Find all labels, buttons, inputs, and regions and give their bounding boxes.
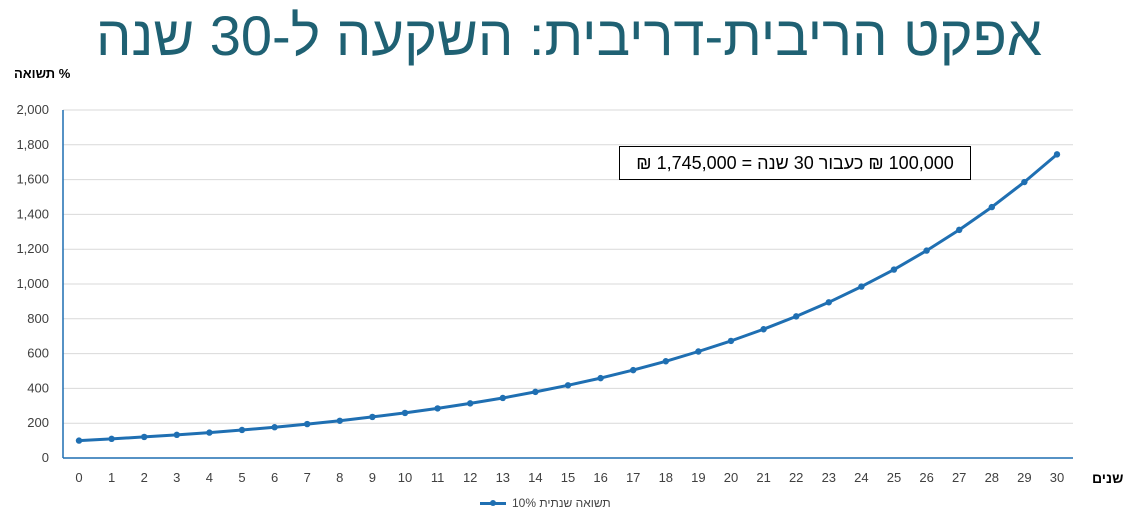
data-point (825, 299, 832, 306)
data-point (369, 413, 376, 421)
x-tick-label: 16 (593, 470, 607, 485)
y-tick-label: 800 (27, 311, 49, 326)
y-tick-label: 600 (27, 346, 49, 361)
x-tick-label: 18 (659, 470, 673, 485)
page-title: אפקט הריבית-דריבית: השקעה ל-30 שנה (95, 4, 1043, 67)
x-tick-label: 25 (887, 470, 901, 485)
data-point (858, 283, 865, 290)
y-tick-label: 1,200 (16, 241, 49, 256)
x-tick-label: 24 (854, 470, 868, 485)
data-point (75, 437, 83, 444)
legend-label: תשואה שנתית 10% (512, 496, 611, 510)
x-tick-label: 23 (822, 470, 836, 485)
data-point (923, 247, 930, 254)
data-point (467, 400, 474, 407)
data-point (271, 424, 278, 431)
data-point (304, 420, 311, 428)
x-tick-label: 11 (431, 470, 445, 485)
data-point (662, 358, 669, 365)
y-tick-label: 1,400 (16, 206, 49, 221)
data-point (499, 394, 506, 402)
data-point (1053, 151, 1061, 158)
x-tick-label: 1 (108, 470, 115, 485)
y-tick-label: 1,600 (16, 172, 49, 187)
x-tick-label: 19 (691, 470, 705, 485)
y-tick-label: 1,000 (16, 276, 49, 291)
y-tick-label: 200 (27, 415, 49, 430)
data-point (434, 405, 441, 412)
x-tick-label: 14 (528, 470, 542, 485)
x-tick-label: 26 (919, 470, 933, 485)
data-point (564, 382, 572, 389)
data-point (401, 409, 409, 417)
y-tick-label: 400 (27, 380, 49, 395)
data-point (890, 266, 898, 273)
data-point (956, 226, 963, 234)
x-tick-label: 17 (626, 470, 640, 485)
data-point (206, 429, 213, 436)
data-point (695, 348, 702, 355)
y-tick-label: 2,000 (16, 102, 49, 117)
x-tick-label: 3 (173, 470, 180, 485)
x-tick-label: 5 (238, 470, 245, 485)
legend: תשואה שנתית 10% (480, 496, 611, 510)
data-point (108, 435, 115, 443)
data-point (532, 388, 539, 396)
x-tick-label: 21 (756, 470, 770, 485)
x-tick-label: 7 (304, 470, 311, 485)
data-point (173, 431, 180, 439)
x-tick-label: 13 (496, 470, 510, 485)
x-tick-label: 15 (561, 470, 575, 485)
x-tick-label: 0 (75, 470, 82, 485)
data-point (727, 337, 735, 345)
x-axis-label: שנים (1092, 470, 1124, 486)
x-tick-label: 30 (1050, 470, 1064, 485)
x-tick-label: 4 (206, 470, 213, 485)
data-point (760, 326, 767, 333)
x-tick-label: 28 (985, 470, 999, 485)
x-tick-label: 12 (463, 470, 477, 485)
series-line (78, 153, 1058, 443)
y-tick-label: 1,800 (16, 137, 49, 152)
result-annotation: 100,000 ₪ כעבור 30 שנה = 1,745,000 ₪ (619, 146, 971, 180)
data-point (793, 313, 800, 320)
x-tick-label: 27 (952, 470, 966, 485)
data-point (336, 417, 343, 424)
legend-line-marker-icon (480, 497, 506, 509)
data-point (988, 203, 995, 211)
x-tick-label: 20 (724, 470, 738, 485)
data-point (597, 374, 604, 382)
data-point (238, 426, 246, 434)
y-axis-label: % תשואה (14, 66, 71, 81)
x-tick-label: 22 (789, 470, 803, 485)
y-tick-label: 0 (42, 450, 49, 465)
x-tick-label: 8 (336, 470, 343, 485)
data-point (141, 433, 148, 441)
x-tick-label: 10 (398, 470, 412, 485)
x-tick-label: 9 (369, 470, 376, 485)
data-point (630, 366, 637, 374)
x-tick-label: 2 (141, 470, 148, 485)
x-tick-label: 29 (1017, 470, 1031, 485)
x-tick-label: 6 (271, 470, 278, 485)
data-point (1021, 178, 1028, 186)
